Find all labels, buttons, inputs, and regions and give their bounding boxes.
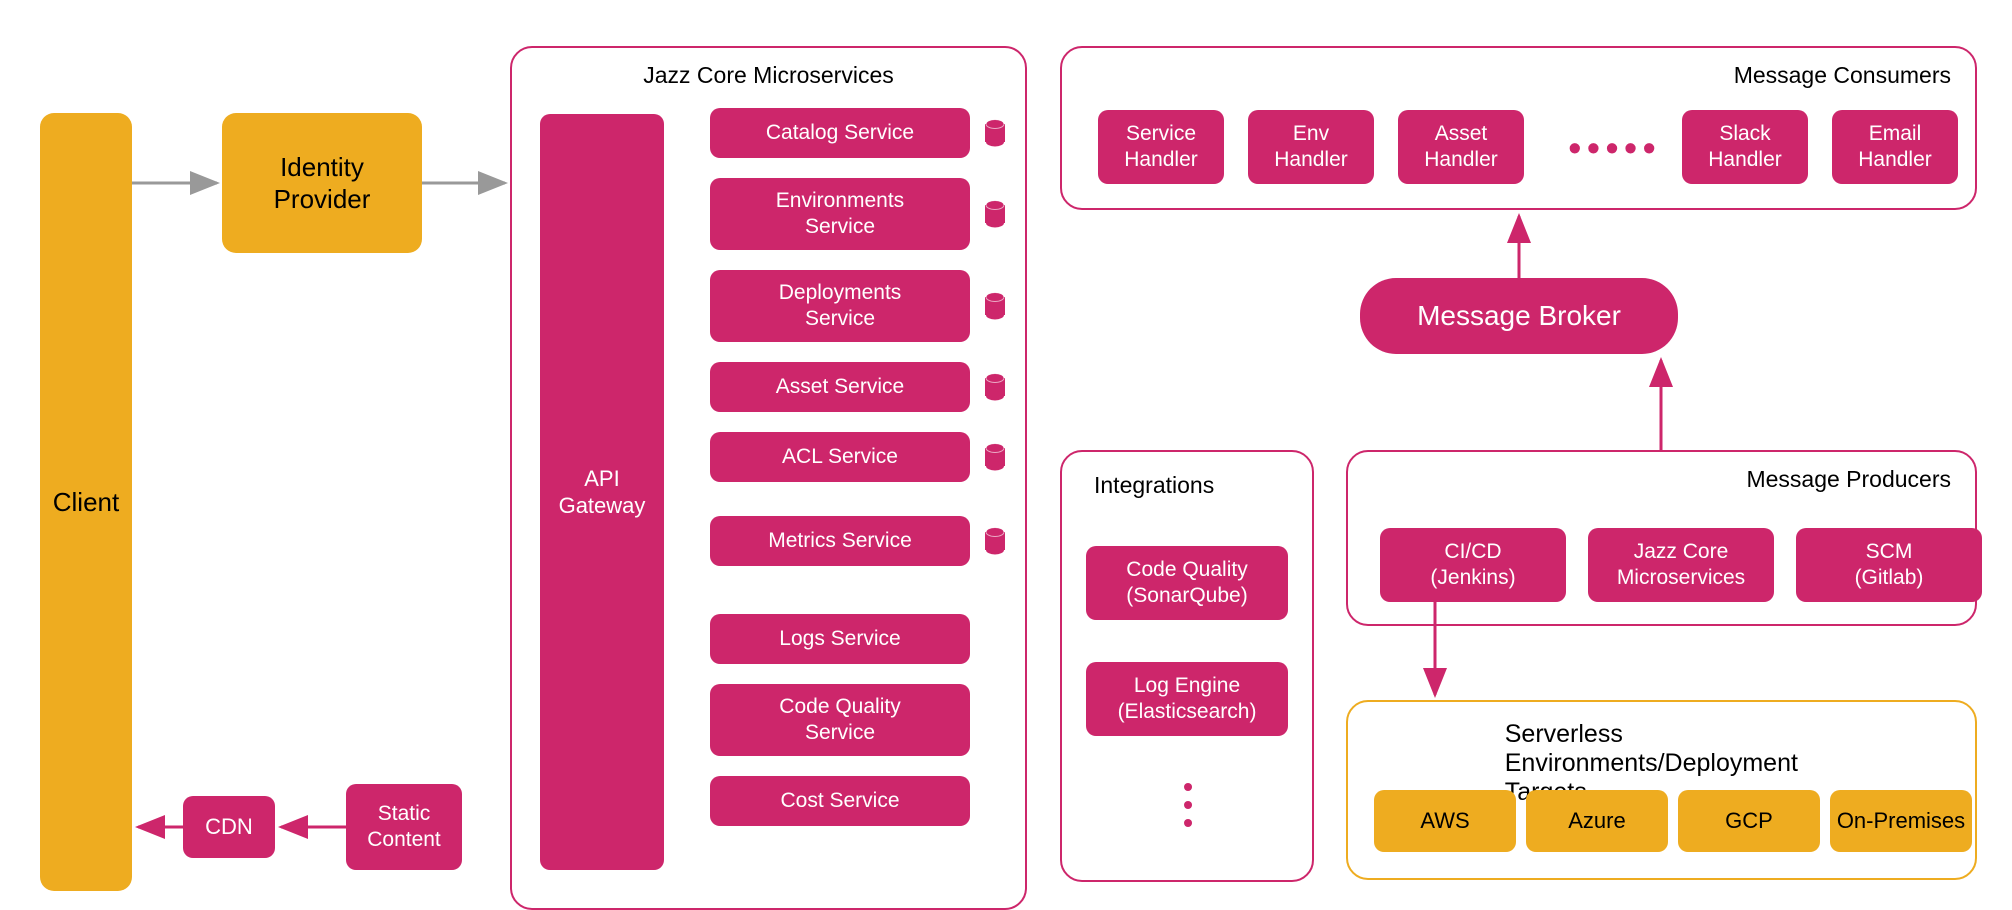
core-service-label: Deployments Service — [779, 280, 902, 333]
client-box: Client — [40, 113, 132, 891]
core-service-label: ACL Service — [782, 444, 898, 470]
db-icon — [985, 527, 1005, 555]
core-service-box: Cost Service — [710, 776, 970, 826]
core-service-label: Metrics Service — [768, 528, 912, 554]
core-service-box: Deployments Service — [710, 270, 970, 342]
consumer-box: Asset Handler — [1398, 110, 1524, 184]
target-box: Azure — [1526, 790, 1668, 852]
consumers-title: Message Consumers — [1734, 62, 1951, 89]
static-content-box: Static Content — [346, 784, 462, 870]
cdn-box: CDN — [183, 796, 275, 858]
db-icon — [985, 292, 1005, 320]
producer-box: CI/CD (Jenkins) — [1380, 528, 1566, 602]
core-service-box: Logs Service — [710, 614, 970, 664]
integration-label: Log Engine (Elasticsearch) — [1118, 673, 1257, 726]
producer-label: SCM (Gitlab) — [1855, 539, 1924, 592]
client-label: Client — [53, 486, 119, 519]
integration-box: Log Engine (Elasticsearch) — [1086, 662, 1288, 736]
core-service-label: Environments Service — [776, 188, 904, 241]
core-service-label: Catalog Service — [766, 120, 914, 146]
target-label: Azure — [1568, 807, 1625, 835]
consumer-box: Service Handler — [1098, 110, 1224, 184]
producer-label: CI/CD (Jenkins) — [1430, 539, 1515, 592]
consumer-label: Email Handler — [1858, 121, 1932, 174]
core-service-label: Code Quality Service — [779, 694, 900, 747]
diagram-canvas: Client Identity Provider CDN Static Cont… — [0, 0, 2012, 910]
static-content-label: Static Content — [367, 801, 441, 854]
core-service-label: Asset Service — [776, 374, 904, 400]
target-label: GCP — [1725, 807, 1773, 835]
consumer-label: Env Handler — [1274, 121, 1348, 174]
core-service-box: Asset Service — [710, 362, 970, 412]
target-label: On-Premises — [1837, 807, 1965, 835]
producer-box: Jazz Core Microservices — [1588, 528, 1774, 602]
core-title: Jazz Core Microservices — [643, 62, 894, 89]
message-broker-label: Message Broker — [1417, 300, 1621, 332]
consumer-label: Service Handler — [1124, 121, 1198, 174]
db-icon — [985, 443, 1005, 471]
identity-provider-box: Identity Provider — [222, 113, 422, 253]
message-broker-box: Message Broker — [1360, 278, 1678, 354]
core-service-box: Code Quality Service — [710, 684, 970, 756]
core-service-label: Logs Service — [779, 626, 900, 652]
db-icon — [985, 373, 1005, 401]
identity-label: Identity Provider — [274, 151, 371, 216]
consumer-box: Email Handler — [1832, 110, 1958, 184]
consumer-label: Asset Handler — [1424, 121, 1498, 174]
core-service-box: Metrics Service — [710, 516, 970, 566]
integrations-ellipsis: ••• — [1178, 770, 1198, 840]
core-service-box: Environments Service — [710, 178, 970, 250]
consumers-ellipsis: ••••• — [1560, 128, 1670, 168]
db-icon — [985, 119, 1005, 147]
target-box: On-Premises — [1830, 790, 1972, 852]
core-service-label: Cost Service — [780, 788, 899, 814]
target-box: GCP — [1678, 790, 1820, 852]
db-icon — [985, 200, 1005, 228]
target-label: AWS — [1420, 807, 1469, 835]
producer-label: Jazz Core Microservices — [1617, 539, 1745, 592]
api-gateway-box: API Gateway — [540, 114, 664, 870]
api-gateway-label: API Gateway — [559, 465, 646, 520]
core-service-box: Catalog Service — [710, 108, 970, 158]
producer-box: SCM (Gitlab) — [1796, 528, 1982, 602]
integration-label: Code Quality (SonarQube) — [1126, 557, 1247, 610]
core-service-box: ACL Service — [710, 432, 970, 482]
consumer-box: Slack Handler — [1682, 110, 1808, 184]
producers-title: Message Producers — [1746, 466, 1951, 493]
integration-box: Code Quality (SonarQube) — [1086, 546, 1288, 620]
integrations-title: Integrations — [1094, 472, 1214, 499]
target-box: AWS — [1374, 790, 1516, 852]
consumer-label: Slack Handler — [1708, 121, 1782, 174]
cdn-label: CDN — [205, 813, 253, 841]
consumer-box: Env Handler — [1248, 110, 1374, 184]
